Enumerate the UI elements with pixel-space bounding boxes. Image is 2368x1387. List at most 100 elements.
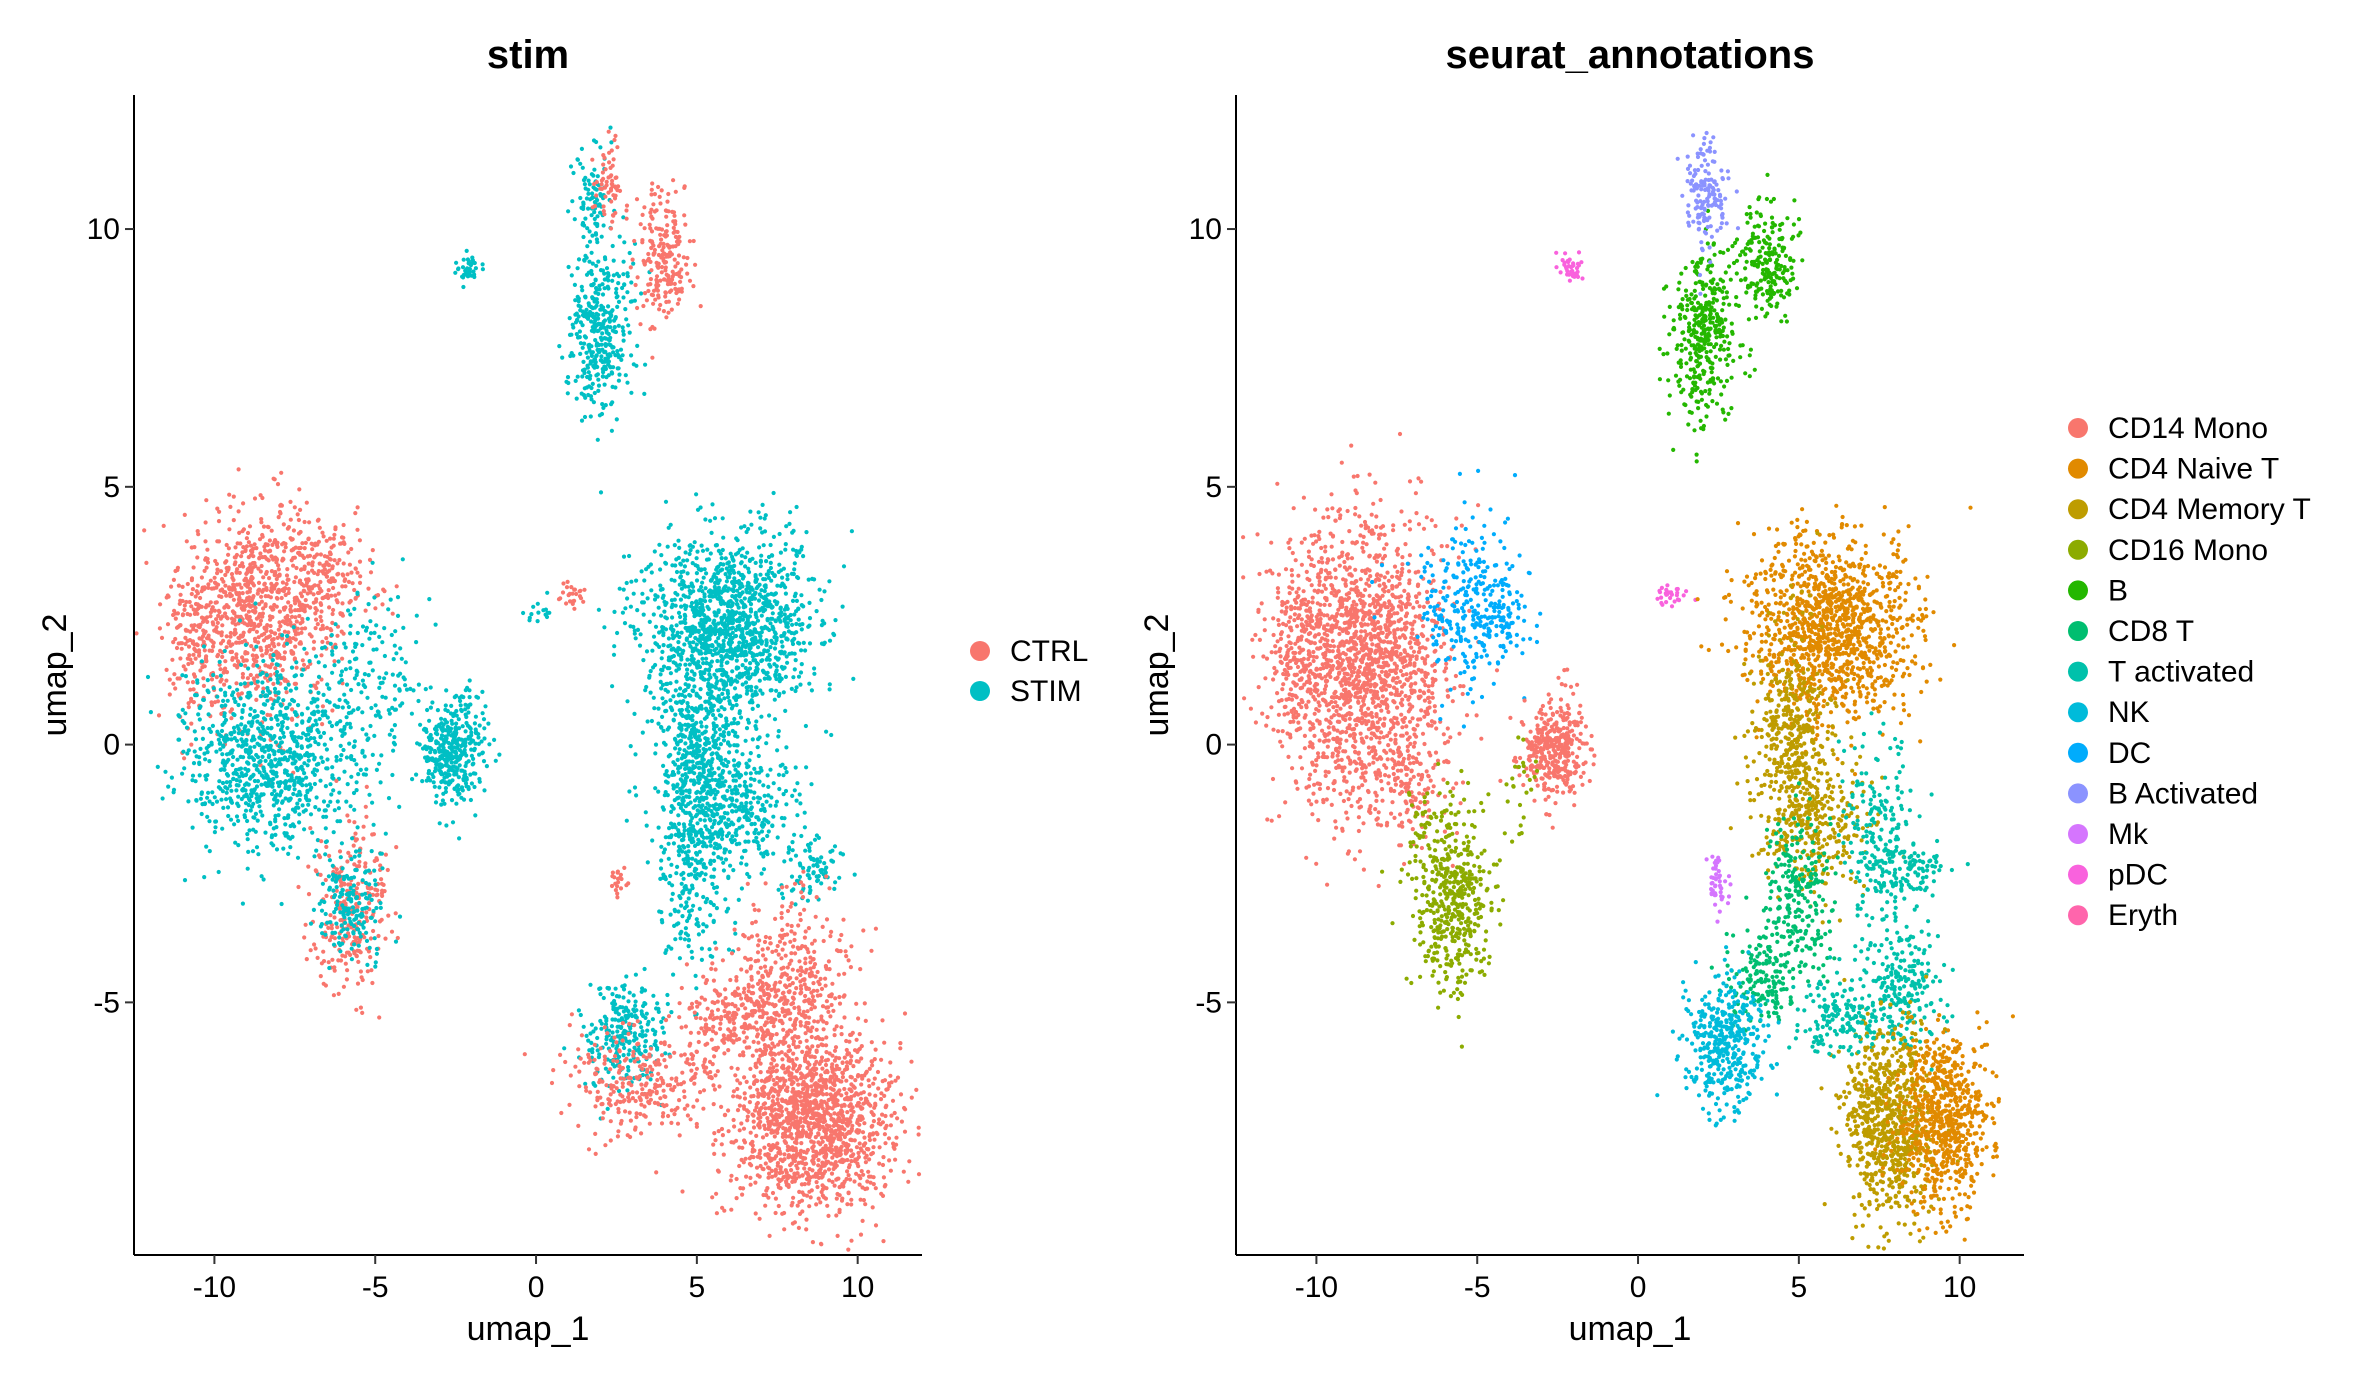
data-point (449, 733, 454, 738)
data-point (206, 633, 211, 638)
data-point (747, 666, 753, 671)
data-point (711, 620, 716, 626)
data-point (287, 778, 292, 783)
data-point (644, 298, 650, 303)
data-point (298, 529, 303, 535)
data-point (302, 761, 307, 766)
data-point (663, 294, 668, 299)
data-point (594, 373, 599, 378)
data-point (461, 797, 467, 802)
data-point (625, 290, 630, 295)
data-point (469, 273, 474, 278)
data-point (331, 776, 336, 781)
data-point (280, 558, 285, 563)
data-point (295, 793, 300, 798)
data-point (733, 552, 739, 557)
data-point (535, 601, 540, 606)
data-point (343, 961, 348, 966)
data-point (183, 667, 188, 672)
data-point (352, 935, 357, 940)
data-point (769, 605, 774, 610)
data-point (225, 616, 230, 621)
data-point (395, 935, 400, 941)
data-point (640, 238, 645, 243)
data-point (596, 607, 602, 612)
data-point (681, 255, 686, 260)
data-point (758, 607, 763, 612)
data-point (304, 751, 310, 756)
data-point (245, 866, 250, 871)
data-point (672, 257, 677, 262)
data-point (622, 621, 628, 626)
data-point (183, 674, 188, 679)
data-point (313, 654, 319, 659)
data-point (272, 631, 278, 636)
data-point (221, 805, 226, 811)
data-point (351, 843, 356, 848)
data-point (367, 636, 372, 641)
data-point (258, 622, 263, 627)
data-point (193, 693, 198, 698)
data-point (218, 687, 223, 692)
data-point (673, 234, 679, 239)
data-point (651, 612, 656, 617)
data-point (295, 855, 301, 860)
data-point (595, 437, 600, 442)
data-point (335, 902, 340, 908)
data-point (777, 531, 782, 537)
data-point (192, 674, 197, 679)
data-point (594, 180, 599, 185)
data-point (230, 693, 235, 698)
data-point (651, 634, 657, 639)
data-point (275, 482, 281, 487)
data-point (338, 910, 343, 915)
data-point (638, 632, 643, 637)
data-point (361, 824, 366, 829)
data-point (213, 825, 218, 830)
data-point (671, 653, 677, 659)
data-point (389, 929, 395, 934)
data-point (176, 624, 181, 630)
data-point (343, 920, 348, 925)
data-point (217, 509, 222, 514)
data-point (380, 640, 385, 645)
data-point (316, 742, 321, 747)
data-point (257, 602, 262, 607)
data-point (263, 663, 268, 668)
data-point (316, 674, 322, 680)
data-point (366, 736, 371, 741)
data-point (323, 932, 328, 937)
data-point (248, 808, 253, 813)
data-point (635, 627, 641, 633)
data-point (463, 272, 468, 277)
data-point (211, 644, 216, 649)
data-point (357, 853, 362, 858)
data-point (338, 757, 343, 762)
data-point (243, 603, 248, 609)
data-point (237, 774, 242, 779)
data-point (280, 724, 285, 729)
data-point (341, 522, 346, 528)
data-point (231, 518, 236, 523)
data-point (228, 504, 233, 509)
data-point (317, 525, 322, 530)
data-point (659, 553, 664, 558)
data-point (772, 697, 777, 702)
data-point (277, 572, 282, 577)
data-point (369, 849, 374, 854)
data-point (794, 685, 799, 690)
data-point (609, 309, 614, 314)
data-point (246, 540, 251, 545)
data-point (606, 278, 611, 283)
data-point (264, 648, 269, 653)
cluster-stim (294, 557, 448, 801)
data-point (590, 381, 595, 386)
data-point (282, 770, 288, 775)
data-point (341, 912, 346, 917)
data-point (231, 712, 236, 717)
data-point (296, 550, 301, 556)
data-point (239, 744, 244, 749)
data-point (234, 778, 239, 783)
data-point (442, 775, 447, 780)
data-point (275, 722, 281, 727)
